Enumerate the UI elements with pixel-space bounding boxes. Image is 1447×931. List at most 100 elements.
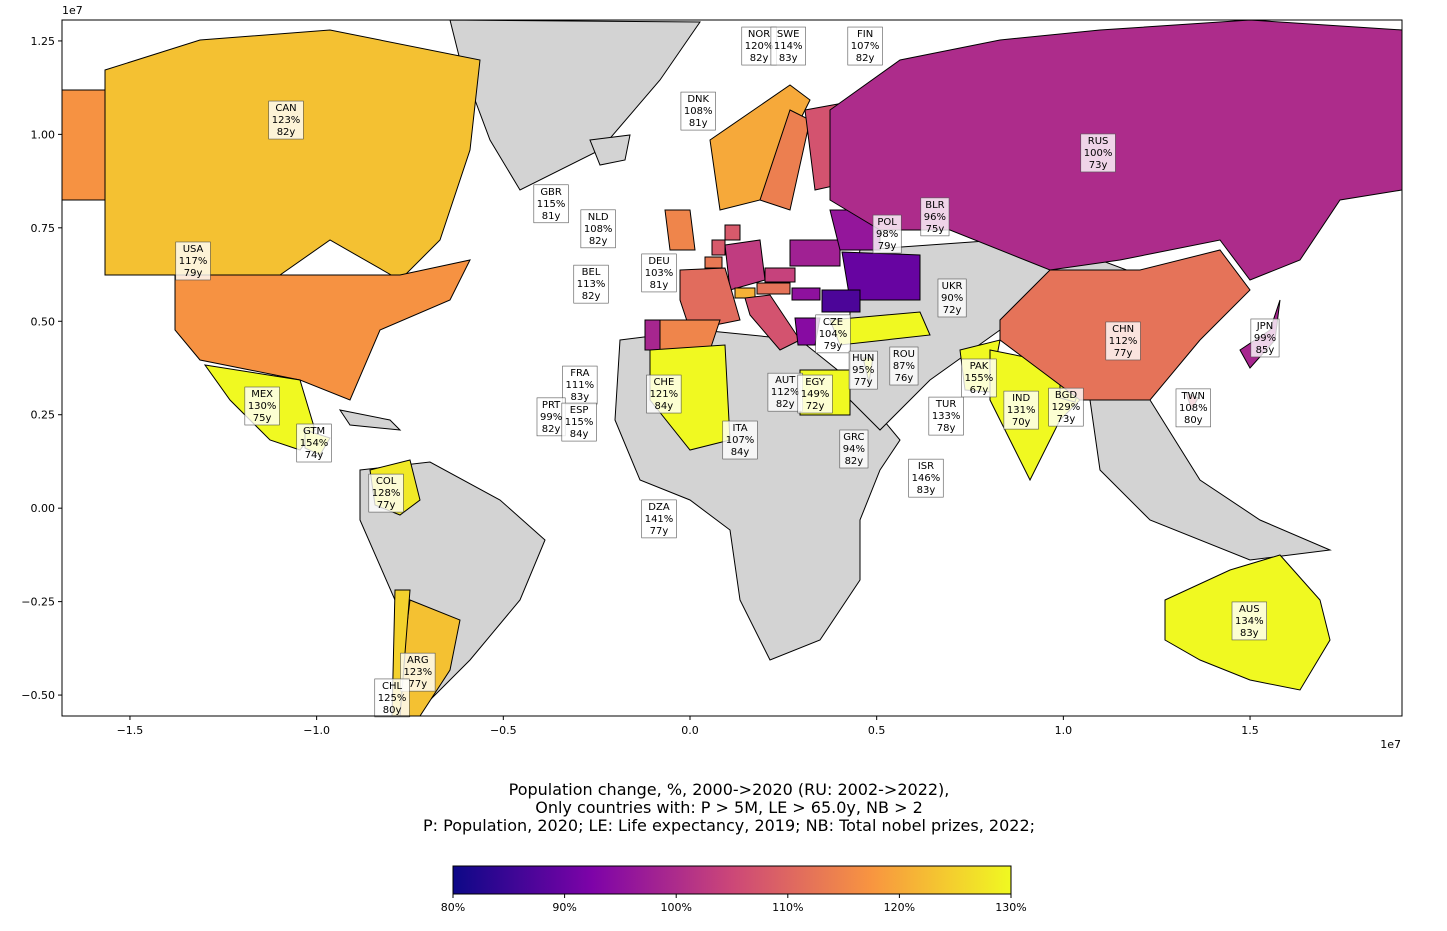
country-code: BGD: [1055, 390, 1077, 401]
label-box: [268, 100, 304, 140]
country-code: ISR: [918, 461, 934, 472]
country-code: BLR: [925, 200, 944, 211]
life-label: 80y: [383, 705, 402, 716]
change-label: 99%: [1254, 333, 1276, 344]
label-box: [770, 26, 806, 66]
label-box: [722, 420, 758, 460]
life-label: 77y: [377, 500, 396, 511]
life-label: 84y: [731, 447, 750, 458]
life-label: 79y: [878, 241, 897, 252]
colorbar-tick-label: 130%: [995, 901, 1026, 914]
country-code: CHE: [653, 377, 674, 388]
country: [794, 317, 821, 346]
life-label: 75y: [926, 224, 945, 235]
label-box: [928, 396, 964, 436]
label-box: [797, 374, 833, 414]
label-box: [1231, 601, 1267, 641]
change-label: 131%: [1007, 405, 1036, 416]
life-label: 84y: [570, 429, 589, 440]
life-label: 83y: [779, 53, 798, 64]
life-label: 82y: [856, 53, 875, 64]
colorbar-axis: 80% 90% 100% 110% 120% 130%: [441, 894, 1027, 914]
country-code: PAK: [970, 361, 989, 372]
label-box: [580, 209, 616, 249]
y-tick-label: 0.75: [31, 222, 56, 235]
change-label: 87%: [893, 361, 915, 372]
label-box: [767, 372, 803, 412]
country-code: USA: [183, 244, 204, 255]
country: [841, 251, 921, 301]
life-label: 74y: [305, 450, 324, 461]
life-label: 81y: [650, 280, 669, 291]
change-label: 108%: [1179, 403, 1208, 414]
country-code: SWE: [777, 29, 800, 40]
country-code: AUS: [1239, 604, 1260, 615]
change-label: 117%: [179, 256, 208, 267]
y-offset-label: 1e7: [62, 4, 83, 17]
label-box: [680, 91, 716, 131]
country-code: RUS: [1088, 136, 1109, 147]
country-code: TWN: [1181, 391, 1205, 402]
label-box: [1105, 321, 1141, 361]
life-label: 70y: [1012, 417, 1031, 428]
change-label: 115%: [565, 417, 594, 428]
country-code: JPN: [1256, 321, 1273, 332]
label-box: [961, 358, 997, 398]
country-code: ITA: [732, 423, 747, 434]
country-code: ROU: [893, 349, 915, 360]
label-box: [1048, 387, 1084, 427]
axes-frame: [61, 19, 1403, 717]
country-code: EGY: [805, 377, 826, 388]
y-tick-label: 0.00: [31, 502, 56, 515]
country: [644, 319, 661, 351]
x-tick-label: 1.5: [1241, 724, 1259, 737]
label-box: [561, 402, 597, 442]
y-tick-label: 1.25: [31, 35, 56, 48]
label-box: [908, 458, 944, 498]
country-code: NLD: [588, 212, 609, 223]
title-line: Only countries with: P > 5M, LE > 65.0y,…: [535, 798, 923, 817]
label-box: [848, 350, 878, 390]
label-box: [1003, 390, 1039, 430]
change-label: 123%: [272, 115, 301, 126]
y-tick-label: 0.25: [31, 409, 56, 422]
country: [174, 259, 471, 401]
change-label: 129%: [1052, 402, 1081, 413]
life-label: 82y: [589, 236, 608, 247]
country: [664, 209, 696, 251]
label-box: [533, 184, 569, 224]
x-tick-label: −1.0: [303, 724, 330, 737]
label-box: [374, 678, 410, 718]
change-label: 128%: [372, 488, 401, 499]
country: [756, 282, 791, 295]
life-label: 85y: [1256, 345, 1275, 356]
country-code: CHL: [382, 681, 403, 692]
label-box: [368, 473, 404, 513]
change-label: 141%: [645, 514, 674, 525]
life-label: 78y: [937, 423, 956, 434]
life-label: 83y: [571, 392, 590, 403]
country-code: ESP: [570, 405, 589, 416]
change-label: 121%: [650, 389, 679, 400]
country: [764, 267, 796, 283]
change-label: 96%: [924, 212, 946, 223]
label-box: [889, 346, 919, 386]
life-label: 83y: [1240, 628, 1259, 639]
change-label: 113%: [577, 279, 606, 290]
change-label: 104%: [819, 329, 848, 340]
